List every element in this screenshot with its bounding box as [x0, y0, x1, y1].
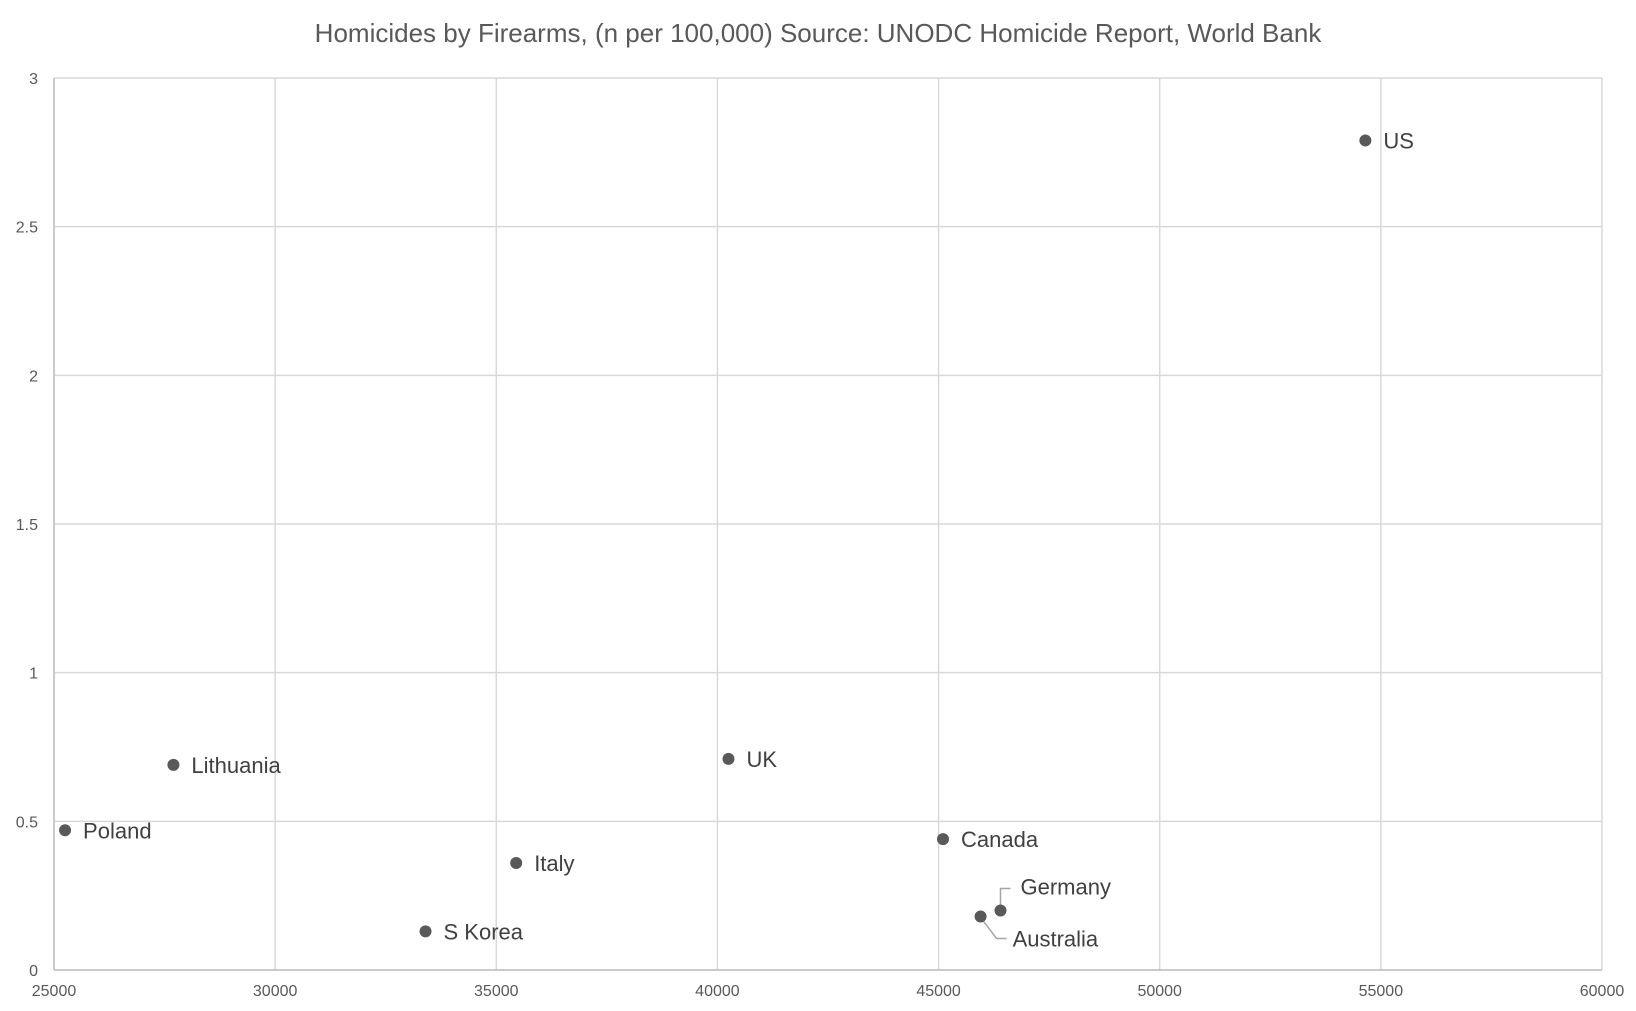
leader-line [999, 887, 1011, 905]
x-tick-label: 30000 [253, 983, 298, 1000]
data-label: Italy [534, 851, 574, 876]
data-point [510, 856, 523, 869]
x-tick-label: 40000 [695, 983, 740, 1000]
data-point [59, 824, 72, 837]
x-tick-label: 55000 [1359, 983, 1404, 1000]
y-tick-label: 1 [29, 666, 38, 683]
data-point [994, 904, 1007, 917]
data-point [1359, 134, 1372, 147]
data-label: US [1383, 128, 1414, 153]
data-label: Lithuania [191, 753, 281, 778]
data-label: Australia [1013, 926, 1099, 951]
y-tick-label: 2.5 [16, 220, 38, 237]
data-label: Germany [1020, 875, 1110, 900]
data-point [936, 833, 949, 846]
chart-title: Homicides by Firearms, (n per 100,000) S… [314, 18, 1322, 48]
data-label: UK [746, 747, 777, 772]
y-tick-label: 2 [29, 368, 38, 385]
x-tick-label: 60000 [1580, 983, 1625, 1000]
y-tick-label: 3 [29, 71, 38, 88]
y-tick-label: 0.5 [16, 814, 38, 831]
data-label: Canada [961, 827, 1039, 852]
data-label: Poland [83, 818, 152, 843]
x-tick-label: 50000 [1137, 983, 1182, 1000]
data-point [974, 910, 987, 923]
x-tick-label: 45000 [916, 983, 961, 1000]
y-tick-label: 1.5 [16, 517, 38, 534]
y-tick-label: 0 [29, 963, 38, 980]
data-point [419, 925, 432, 938]
data-point [722, 752, 735, 765]
x-tick-label: 25000 [32, 983, 77, 1000]
data-label: S Korea [444, 919, 524, 944]
x-tick-label: 35000 [474, 983, 519, 1000]
leader-line [982, 921, 1007, 940]
data-point [167, 758, 180, 771]
